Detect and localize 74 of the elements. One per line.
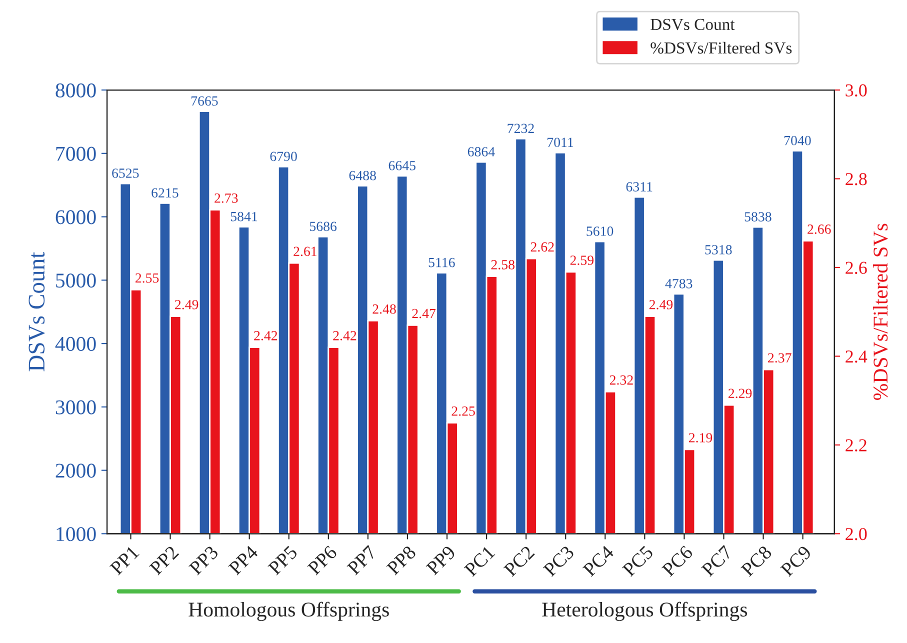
data-label: 5841: [230, 212, 258, 222]
data-label: 2.61: [294, 246, 317, 256]
x-tick-label: PC5: [622, 545, 654, 578]
y2-tick-label: 2.2: [846, 439, 866, 452]
data-label: 2.49: [649, 300, 673, 310]
y-axis-title: DSVs Count: [28, 252, 45, 372]
data-label: 6311: [626, 182, 652, 192]
data-label: 7040: [784, 136, 811, 146]
data-label: 5838: [744, 212, 772, 222]
y2-tick-label: 2.4: [846, 350, 868, 363]
data-label: 2.25: [452, 406, 475, 416]
x-tick-label: PC1: [464, 545, 496, 578]
data-label: 7665: [192, 96, 218, 106]
x-tick-label: PC2: [503, 545, 535, 578]
x-tick-label: PP2: [148, 545, 180, 576]
data-label: 6525: [112, 168, 139, 178]
data-label: 7232: [508, 124, 534, 134]
y-tick-label: 1000: [56, 527, 96, 542]
data-label: 2.29: [728, 388, 752, 398]
x-tick-label: PC7: [700, 544, 734, 578]
y2-axis-title: %DSVs/Filtered SVs: [872, 224, 888, 400]
text: Homologous Offsprings: [188, 602, 389, 621]
legend-label: DSVs Count: [650, 18, 735, 30]
x-tick-label: PP1: [109, 545, 140, 576]
data-label: 7011: [548, 138, 574, 148]
x-tick-label: PC9: [780, 545, 812, 578]
data-label: 2.58: [491, 260, 514, 270]
data-label: 6645: [388, 160, 416, 170]
y-tick-label: 4000: [55, 336, 96, 351]
text: Heterologous Offsprings: [542, 602, 748, 621]
y2-tick-label: 3.0: [846, 84, 867, 97]
y-tick-label: 8000: [56, 83, 96, 98]
legend-label: %DSVs/Filtered SVs: [650, 42, 792, 54]
data-label: 2.59: [570, 256, 594, 265]
y-tick-label: 6000: [56, 210, 96, 224]
x-tick-label: PP8: [386, 545, 417, 576]
data-label: 6864: [468, 147, 495, 156]
data-label: 2.32: [610, 375, 633, 385]
data-label: 5610: [586, 226, 614, 236]
data-label: 2.49: [175, 300, 198, 310]
x-tick-label: PC4: [582, 544, 615, 578]
data-label: 2.48: [372, 304, 396, 314]
x-tick-label: PC6: [661, 544, 694, 578]
data-label: 4783: [665, 278, 692, 288]
x-tick-label: PC3: [542, 545, 575, 578]
y-tick-label: 7000: [56, 146, 96, 161]
data-label: 5116: [428, 258, 455, 268]
x-tick-label: PP9: [426, 545, 456, 576]
x-tick-label: PP3: [188, 545, 219, 576]
y2-tick-label: 2.8: [846, 173, 867, 186]
y2-tick-label: 2.6: [846, 262, 867, 274]
data-label: 2.19: [688, 433, 712, 442]
data-label: 2.47: [412, 308, 436, 318]
y-tick-label: 2000: [56, 464, 96, 478]
data-label: 5318: [705, 245, 732, 254]
x-tick-label: PP4: [228, 544, 259, 576]
data-label: 2.73: [214, 193, 238, 203]
data-label: 6215: [152, 188, 178, 198]
data-label: 5686: [310, 222, 337, 232]
data-label: 2.42: [254, 331, 278, 340]
y-tick-label: 5000: [56, 274, 96, 288]
y-tick-label: 3000: [56, 400, 96, 414]
data-label: 6488: [349, 170, 376, 180]
x-tick-label: PP7: [346, 545, 378, 576]
data-label: 2.42: [333, 331, 356, 340]
data-label: 2.55: [136, 273, 159, 283]
data-label: 2.37: [768, 353, 792, 363]
x-tick-label: PC8: [740, 545, 772, 578]
x-tick-label: PP6: [307, 544, 338, 576]
y2-tick-label: 2.0: [846, 528, 867, 540]
data-label: 2.66: [808, 224, 831, 234]
data-label: 6790: [270, 152, 297, 162]
x-tick-label: PP5: [268, 545, 298, 576]
data-label: 2.62: [530, 242, 554, 252]
